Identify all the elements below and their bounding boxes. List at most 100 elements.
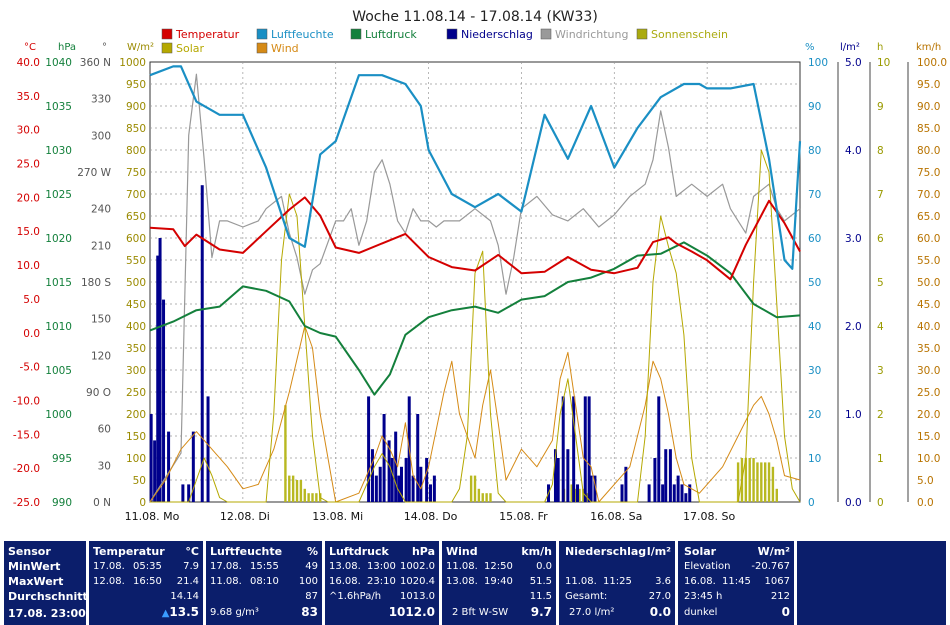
hum-max-time: 08:10 [250,576,279,587]
solar-tick-label: 350 [126,343,146,355]
solar-duration: 23:45 h [684,591,723,602]
rain-bar [672,484,676,502]
rain-bar [561,396,565,502]
stats-panel-solar: Solar W/m² Elevation -20.767 16.08. 11:45 10… [678,541,794,625]
wind-avg-value: 11.5 [529,591,552,602]
statistics-table: Sensor MinWert MaxWert Durchschnitt 17.0… [0,537,950,625]
sunshine-bar [760,462,763,502]
rain-bar [429,484,433,502]
humidity-tick-label: 50 [808,277,821,289]
sunshine-bar [489,493,492,502]
pres-max-value: 1020.4 [400,576,435,587]
winddir-tick-label: 180 S [81,277,111,289]
sunshine-bar [752,458,755,502]
solar-current-value: 0 [781,605,790,619]
rain-total-value: 27.0 [648,591,671,602]
current-time-label: 17.08. 23:00 [8,607,86,620]
humidity-tick-label: 40 [808,321,821,333]
rain-max-value: 3.6 [655,576,671,587]
wind-tick-label: 80.0 [917,145,940,157]
rain-bar [374,475,378,502]
sunshine-bar [578,488,581,502]
legend-label: Luftfeuchte [271,28,334,41]
x-tick-label: 13.08. Mi [312,510,363,523]
pressure-tick-label: 1015 [45,277,72,289]
rain-bar [367,396,371,502]
stats-panel-rain: Niederschlag l/m² 11.08. 11:25 3.6 Gesamt: 2… [559,541,675,625]
rain-bar [589,475,593,502]
rain-current-value: 0.0 [649,605,671,619]
wind-tick-label: 50.0 [917,277,940,289]
hum-max-date: 11.08. [210,576,242,587]
hum-min-value: 49 [305,561,318,572]
humidity-tick-label: 80 [808,145,821,157]
wind-line [149,325,801,503]
temp-max-date: 12.08. [93,576,125,587]
temp-tick-label: -5.0 [20,362,41,374]
sunshine-bar [307,493,310,502]
pressure-header: Luftdruck [329,545,389,558]
temp-tick-label: -15.0 [13,429,40,441]
pressure-tick-label: 1020 [45,233,72,245]
humidity-tick-label: 20 [808,409,821,421]
rain-tick-label: 2.0 [845,321,862,333]
sunshine-tick-label: 9 [877,101,884,113]
winddir-tick-label: 270 W [77,167,111,179]
x-axis-labels: 11.08. Mo 12.08. Di 13.08. Mi 14.08. Do 15.0… [125,510,736,523]
wind-tick-label: 60.0 [917,233,940,245]
rain-bar [397,475,401,502]
rain-bar [153,440,157,502]
rain-bar [206,396,210,502]
pressure-tick-label: 1000 [45,409,72,421]
solar-tick-label: 200 [126,409,146,421]
humidity-line [149,65,802,270]
chart-lines [149,65,802,503]
solar-tick-label: 500 [126,277,146,289]
rain-bar [647,484,651,502]
sunshine-bar [299,480,303,502]
sunshine-bar [582,488,585,502]
humidity-tick-label: 90 [808,101,821,113]
sunshine-bar [744,458,748,502]
legend-label: Temperatur [175,28,240,41]
temp-tick-label: -20.0 [13,463,40,475]
pressure-tick-label: 995 [52,453,72,465]
rain-bar [657,396,661,502]
temp-min-time: 05:35 [133,561,162,572]
rain-bar [390,458,394,502]
temp-current-value: 13.5 [169,605,199,619]
chart-bars [149,185,778,502]
rain-bar [399,466,403,502]
rain-tick-label: 0.0 [845,497,862,509]
sunshine-tick-label: 1 [877,453,884,465]
rain-bar [432,475,436,502]
x-tick-label: 11.08. Mo [125,510,180,523]
wind-tick-label: 100.0 [917,57,947,69]
sunshine-bar [767,462,771,502]
wind-min-value: 0.0 [536,561,552,572]
temp-avg-value: 14.14 [170,591,199,602]
solar-avg-value: 212 [770,591,790,602]
sunshine-tick-label: 5 [877,277,884,289]
wind-axis-unit: km/h [916,42,941,53]
temp-tick-label: 40.0 [17,57,40,69]
hum-min-time: 15:55 [250,561,279,572]
x-tick-label: 16.08. Sa [590,510,642,523]
temp-axis-unit: °C [24,42,36,53]
sunshine-bar [477,488,481,502]
legend-swatch [446,28,458,40]
sunshine-bar [748,458,751,502]
rain-bar [556,458,560,502]
solar-tick-label: 600 [126,233,146,245]
rain-bar [572,396,576,502]
sunshine-tick-label: 7 [877,189,884,201]
rain-bar [624,466,628,502]
legend-label: Niederschlag [461,28,533,41]
solar-tick-label: 750 [126,167,146,179]
wind-tick-label: 30.0 [917,365,940,377]
wind-tick-label: 15.0 [917,431,940,443]
legend-swatch [636,28,648,40]
winddir-tick-label: 30 [98,460,111,472]
sunshine-bar [295,480,299,502]
sunshine-bar [756,462,759,502]
